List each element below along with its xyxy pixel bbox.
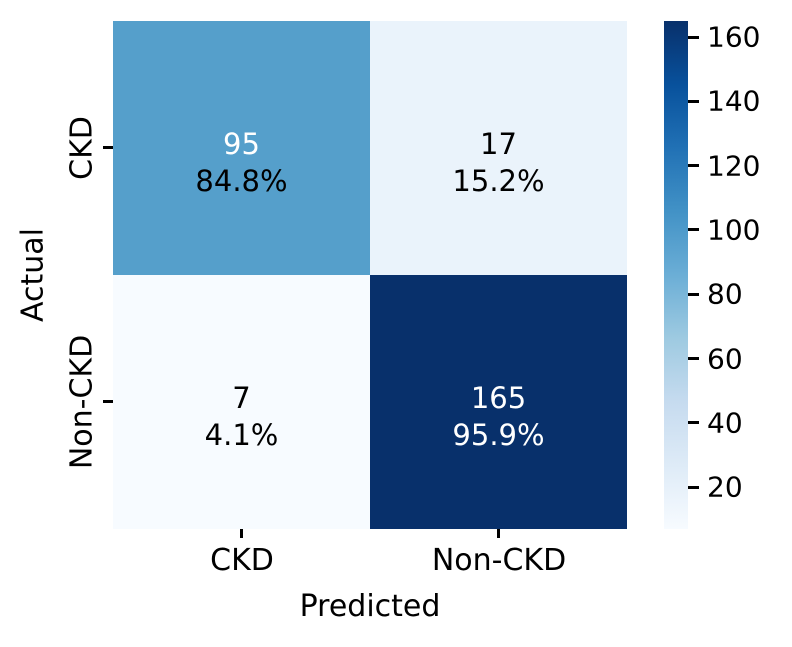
cell-actual-non-ckd-pred-ckd: 7 4.1%: [113, 275, 370, 529]
y-tick-label-ckd: CKD: [64, 116, 100, 180]
cell-percent: 4.1%: [204, 418, 279, 452]
colorbar-tick-label: 160: [707, 20, 761, 54]
cell-percent: 95.9%: [452, 418, 545, 452]
x-axis-title: Predicted: [299, 589, 441, 624]
colorbar-tick-label: 120: [707, 149, 761, 183]
colorbar-tick-label: 40: [707, 406, 743, 440]
colorbar-tick-mark: [688, 228, 699, 231]
y-tick-label-non-ckd: Non-CKD: [64, 334, 100, 470]
colorbar-tick-mark: [688, 100, 699, 103]
colorbar: [664, 21, 688, 529]
colorbar-tick-label: 140: [707, 84, 761, 118]
cell-count: 95: [223, 127, 260, 161]
cell-actual-non-ckd-pred-non-ckd: 165 95.9%: [370, 275, 627, 529]
cell-percent: 15.2%: [452, 164, 545, 198]
cell-actual-ckd-pred-non-ckd: 17 15.2%: [370, 21, 627, 275]
colorbar-tick-mark: [688, 421, 699, 424]
x-tick-mark-non-ckd: [497, 529, 500, 538]
cell-annotation: 17 15.2%: [452, 126, 544, 200]
colorbar-tick-label: 100: [707, 213, 761, 247]
y-tick-mark-ckd: [103, 146, 113, 149]
y-axis-title: Actual: [15, 228, 51, 322]
heatmap-grid: 95 84.8% 17 15.2% 7 4.1% 165 95.9%: [113, 21, 627, 529]
colorbar-tick-label: 60: [707, 342, 743, 376]
cell-actual-ckd-pred-ckd: 95 84.8%: [113, 21, 370, 275]
colorbar-tick-label: 80: [707, 277, 743, 311]
cell-annotation: 165 95.9%: [452, 380, 544, 454]
y-tick-mark-non-ckd: [103, 400, 113, 403]
cell-annotation: 95 84.8%: [195, 126, 287, 200]
cell-annotation: 7 4.1%: [205, 380, 279, 454]
colorbar-tick-mark: [688, 293, 699, 296]
cell-count: 17: [480, 127, 517, 161]
colorbar-tick-mark: [688, 486, 699, 489]
colorbar-tick-mark: [688, 36, 699, 39]
cell-count: 165: [470, 381, 527, 415]
x-tick-mark-ckd: [240, 529, 243, 538]
colorbar-tick-label: 20: [707, 470, 743, 504]
x-tick-label-non-ckd: Non-CKD: [431, 543, 567, 578]
cell-count: 7: [232, 381, 251, 415]
colorbar-tick-mark: [688, 164, 699, 167]
x-tick-label-ckd: CKD: [210, 543, 274, 578]
cell-percent: 84.8%: [195, 164, 288, 198]
colorbar-tick-mark: [688, 357, 699, 360]
